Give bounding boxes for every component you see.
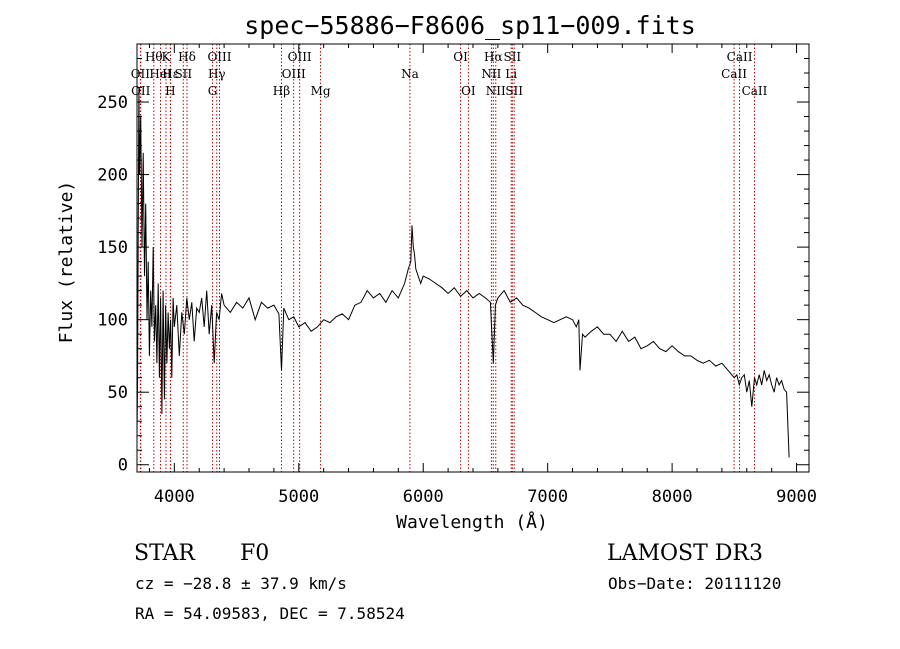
y-tick-label: 50 [108,383,128,403]
y-axis-label: Flux (relative) [56,181,77,344]
redshift-cz: cz = −28.8 ± 37.9 km/s [135,574,347,593]
line-label: NII [486,84,506,98]
y-tick-label: 250 [97,93,128,113]
survey-name: LAMOST DR3 [607,541,763,566]
y-tick-label: 200 [97,166,128,186]
x-tick-label: 7000 [527,487,568,507]
chart-title: spec−55886−F8606_sp11−009.fits [244,11,696,40]
y-tick-label: 150 [97,238,128,258]
line-label: Na [401,67,419,81]
line-label: G [208,84,218,98]
x-tick-label: 5000 [278,487,319,507]
line-label: OI [461,84,476,98]
spectral-line-markers [139,44,755,472]
line-label: SII [174,67,192,81]
line-label: Hθ [145,50,163,64]
line-label: H [165,84,175,98]
line-label: Hγ [208,67,226,81]
y-tick-label: 0 [118,456,128,476]
x-axis-label: Wavelength (Å) [396,511,548,533]
line-label: NII [481,67,501,81]
line-label: CaII [727,50,753,64]
line-label: Hδ [178,50,196,64]
spectrum-line [136,87,790,458]
line-label: CaII [721,67,747,81]
obs-date: Obs−Date: 20111120 [608,574,781,593]
line-label: OIII [207,50,231,64]
line-label: SII [505,84,523,98]
ra-dec: RA = 54.09583, DEC = 7.58524 [135,604,405,623]
plot-frame [136,43,810,473]
x-axis-ticks: 4000 5000 6000 7000 8000 9000 [148,44,817,507]
line-label: Hα [484,50,503,64]
spectral-line-labels: OII OII Hθ HeI K Hε H SII Hδ G Hγ OIII Hβ OIII OIII Mg N… [131,50,768,98]
x-tick-label: 6000 [403,487,444,507]
line-label: OIII [282,67,306,81]
x-tick-label: 8000 [652,487,693,507]
object-subclass: F0 [240,541,269,566]
object-class: STAR [134,541,196,566]
y-tick-label: 100 [97,311,128,331]
line-label: Hε [162,67,179,81]
line-label: Mg [311,84,331,98]
line-label: OII [131,84,151,98]
line-label: K [162,50,172,64]
line-label: HeI [149,67,172,81]
line-label: SII [503,50,521,64]
line-label: Hβ [273,84,290,98]
y-axis-ticks: 0 50 100 150 200 250 [97,58,809,476]
x-tick-label: 9000 [776,487,817,507]
line-label: OIII [288,50,312,64]
line-label: Li [505,67,517,81]
line-label: OI [453,50,468,64]
x-tick-label: 4000 [154,487,195,507]
line-label: OII [131,67,151,81]
line-label: CaII [742,84,768,98]
